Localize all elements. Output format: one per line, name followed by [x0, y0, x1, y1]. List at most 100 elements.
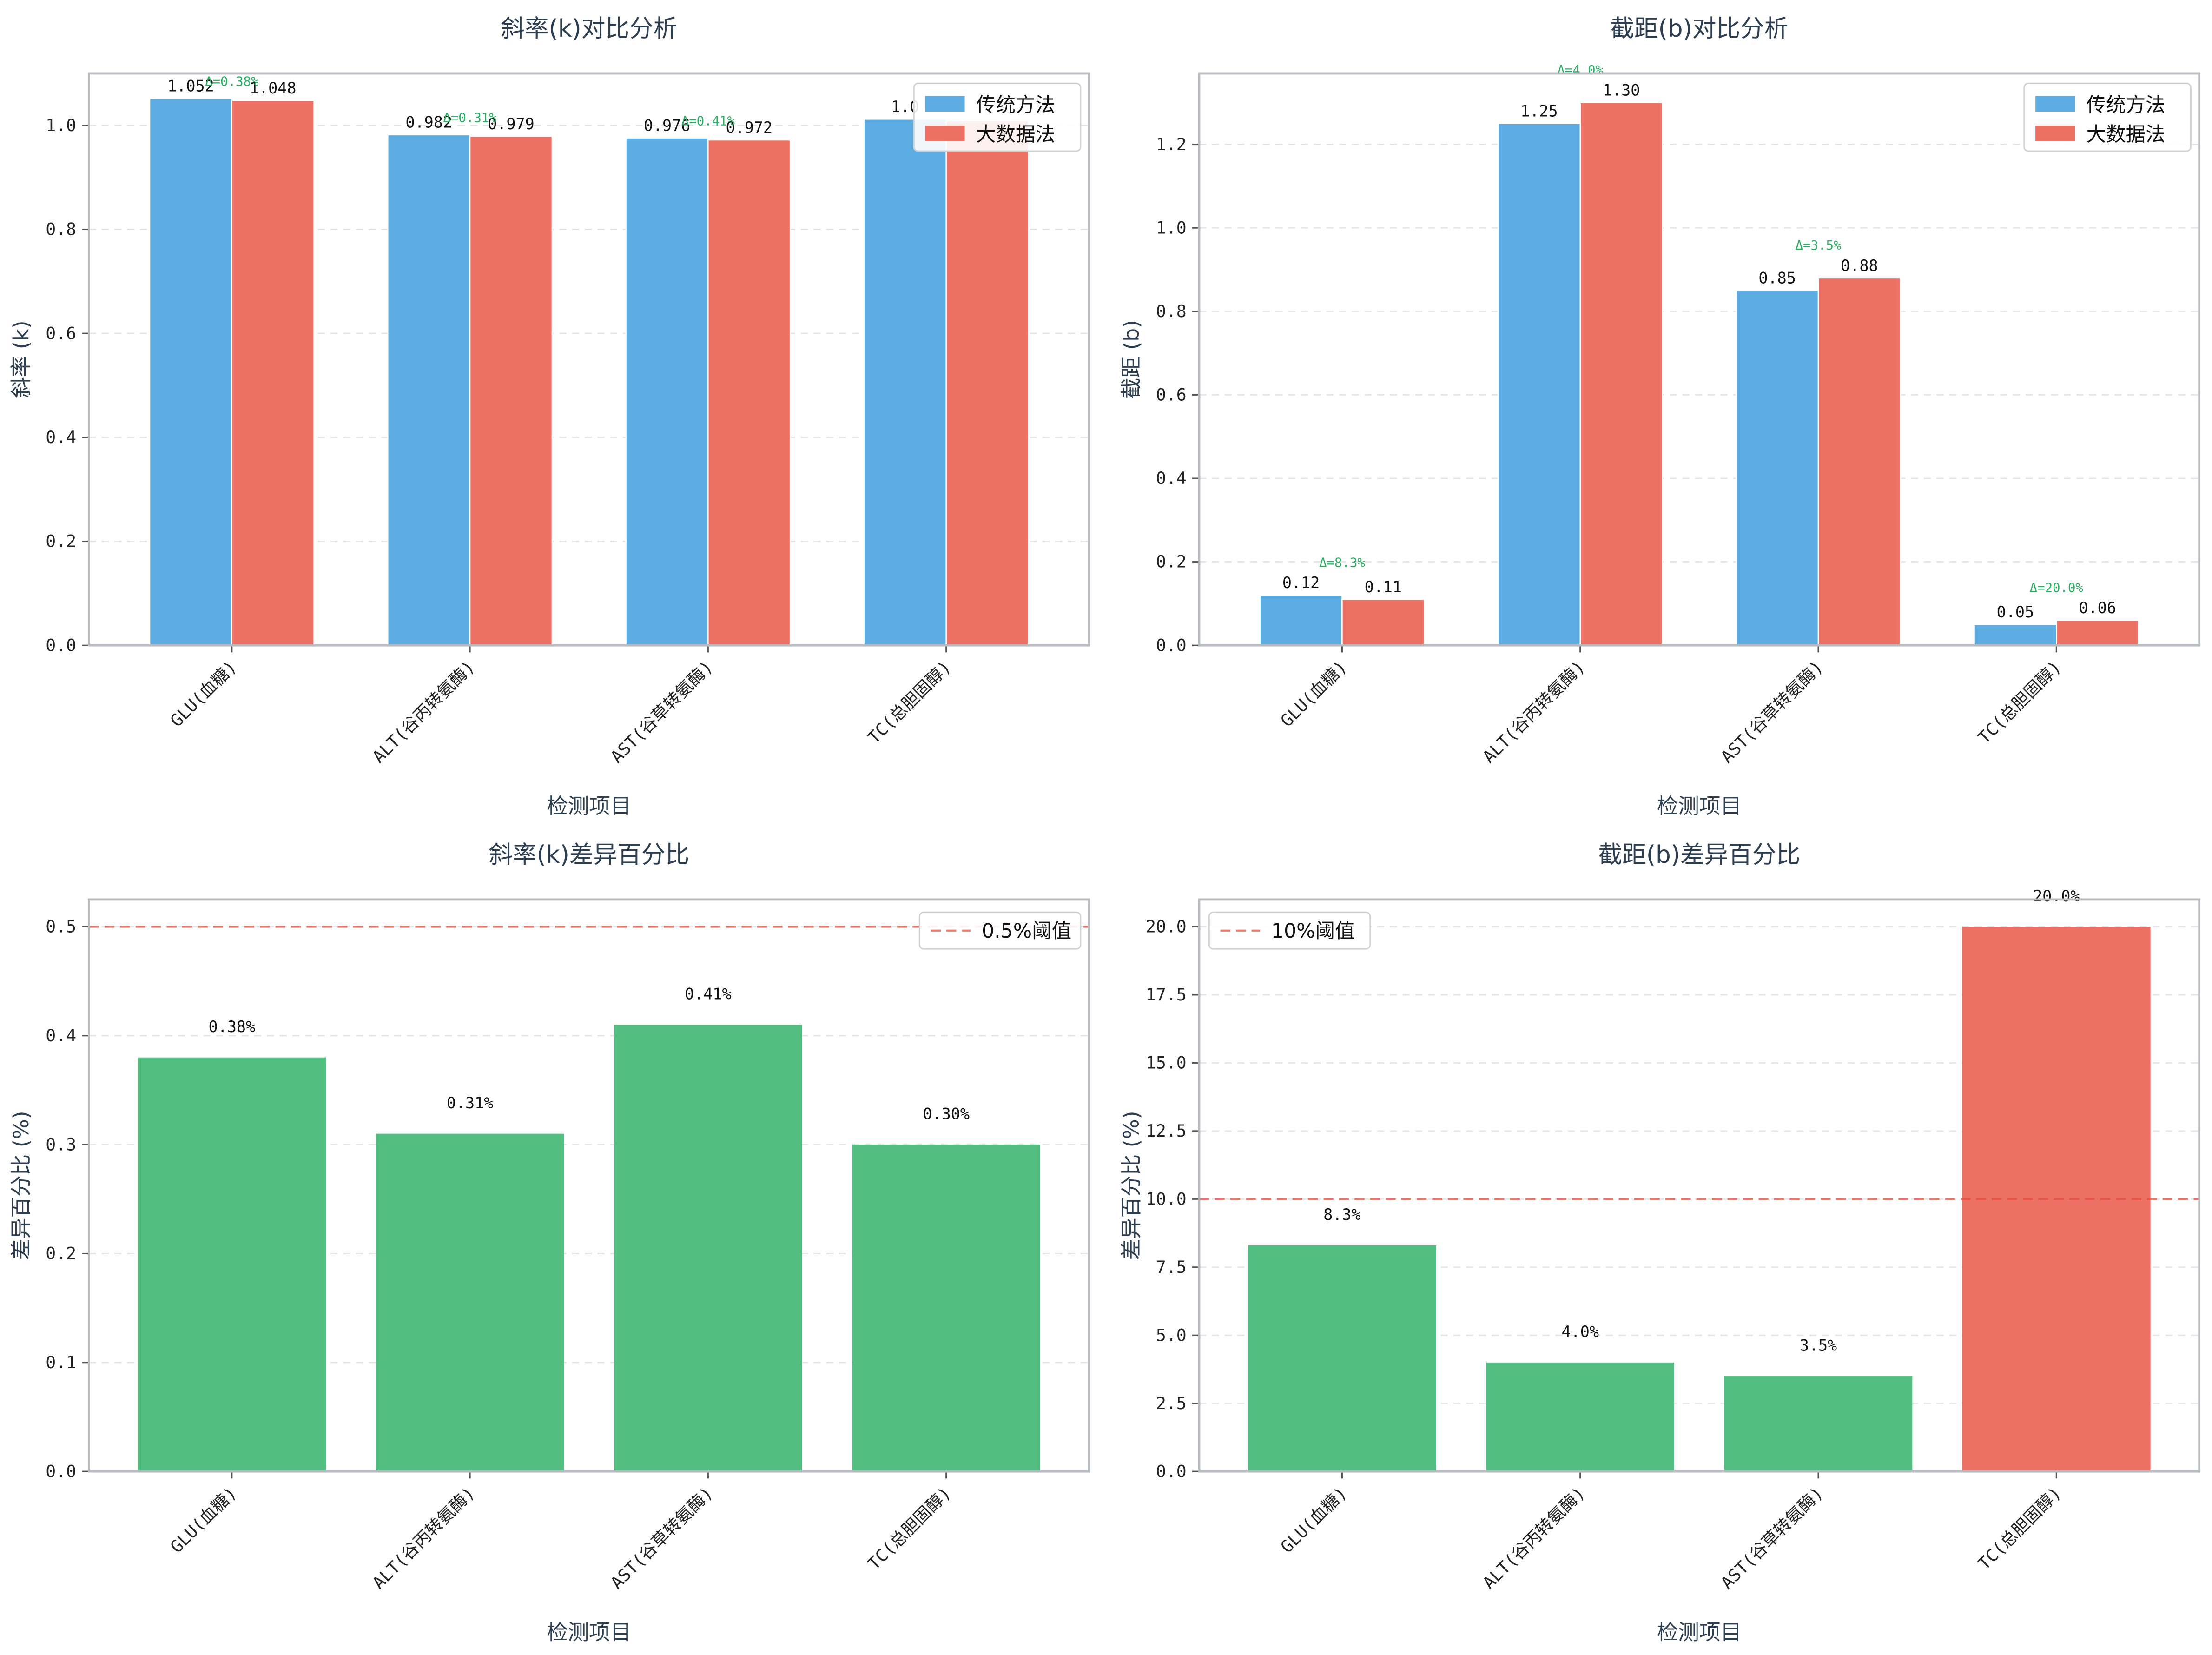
chart-title: 斜率(k)对比分析 [501, 15, 677, 43]
y-tick-label: 7.5 [1156, 1257, 1187, 1277]
x-tick-label: ALT(谷丙转氨酶) [369, 1483, 479, 1593]
legend-swatch-bigdata [2035, 126, 2075, 141]
delta-label: Δ=0.31% [443, 111, 497, 126]
y-tick-label: 2.5 [1156, 1393, 1187, 1413]
bar-traditional [863, 119, 947, 646]
x-tick-label: GLU(血糖) [1276, 1483, 1351, 1557]
y-tick-label: 1.2 [1156, 134, 1187, 154]
y-tick-label: 20.0 [1146, 917, 1187, 937]
bar-traditional [149, 98, 233, 646]
bar-value-label: 0.05 [1997, 603, 2034, 621]
bar-bigdata [2056, 620, 2139, 646]
y-axis-label: 差异百分比 (%) [9, 1111, 33, 1260]
delta-label: Δ=0.41% [681, 114, 735, 128]
legend: 0.5%阈值 [918, 911, 1082, 950]
bar-bigdata [707, 139, 791, 646]
y-tick-label: 10.0 [1146, 1189, 1187, 1209]
legend-swatch-traditional [925, 96, 965, 112]
bar-diff [138, 1057, 326, 1472]
plot-frame [88, 72, 1090, 647]
chart-title: 截距(b)对比分析 [1610, 15, 1788, 43]
legend-label: 传统方法 [2087, 94, 2166, 117]
y-tick-label: 0.6 [46, 323, 76, 343]
bar-bigdata [469, 136, 553, 646]
legend-box [1208, 911, 1371, 950]
bar-diff [1724, 1376, 1913, 1472]
legend-label: 传统方法 [976, 94, 1055, 117]
bar-value-label: 0.11 [1365, 578, 1402, 596]
x-tick-label: AST(谷草转氨酶) [607, 1483, 717, 1593]
bar-value-label: 0.88 [1841, 257, 1878, 275]
legend-label: 0.5%阈值 [982, 920, 1071, 943]
bar-bigdata [231, 99, 315, 646]
bar-value-label: 0.976 [644, 116, 691, 134]
plot-frame [1198, 72, 2201, 647]
bar-diff [1486, 1362, 1675, 1472]
bar-bigdata [1817, 277, 1901, 646]
y-tick-label: 0.8 [46, 219, 76, 239]
bar-value-label: 0.41% [685, 985, 732, 1003]
bar-value-label: 1.048 [250, 79, 297, 97]
bar-bigdata [1341, 599, 1425, 646]
y-tick-label: 0.0 [46, 635, 76, 655]
legend-label: 10%阈值 [1271, 920, 1355, 943]
legend: 10%阈值 [1208, 911, 1371, 950]
y-tick-label: 0.5 [46, 917, 76, 937]
y-tick-label: 5.0 [1156, 1325, 1187, 1345]
bar-value-label: 1.25 [1520, 102, 1558, 120]
x-tick-label: AST(谷草转氨酶) [607, 657, 717, 767]
y-axis-label: 斜率 (k) [9, 320, 33, 398]
bar-value-label: 1.30 [1603, 81, 1640, 99]
bar-diff [1248, 1245, 1436, 1472]
y-tick-label: 0.2 [46, 1244, 76, 1264]
y-tick-label: 0.4 [46, 427, 76, 447]
x-axis-label: 检测项目 [547, 794, 631, 819]
delta-label: Δ=4.0% [1557, 63, 1603, 78]
bar-traditional [1497, 123, 1581, 646]
x-tick-label: GLU(血糖) [166, 657, 241, 731]
y-tick-label: 0.0 [1156, 1461, 1187, 1481]
chart-title: 斜率(k)差异百分比 [489, 841, 689, 869]
x-axis-label: 检测项目 [1657, 794, 1742, 819]
chart-panel-slope-diff: 斜率(k)差异百分比 0.0 0.1 0.2 0.3 0.4 0.5 0.38% 0.31% 0.… [9, 841, 1090, 1645]
delta-label: Δ=3.5% [1796, 238, 1842, 253]
x-tick-label: ALT(谷丙转氨酶) [1479, 1483, 1589, 1593]
delta-label: Δ=20.0% [2030, 581, 2084, 596]
bar-value-label: 3.5% [1800, 1336, 1837, 1354]
bar-value-label: 0.982 [405, 113, 452, 132]
bar-value-label: 1.052 [167, 77, 214, 95]
chart-panel-intercept-diff: 截距(b)差异百分比 0.0 2.5 5.0 7.5 10.0 12.5 15.0 17.5 20… [1119, 841, 2201, 1645]
y-tick-label: 1.0 [1156, 218, 1187, 238]
y-tick-label: 0.2 [46, 531, 76, 551]
x-tick-label: ALT(谷丙转氨酶) [1479, 657, 1589, 767]
bar-value-label: 4.0% [1561, 1323, 1598, 1341]
y-tick-label: 15.0 [1146, 1053, 1187, 1073]
bar-traditional [387, 134, 471, 646]
y-tick-label: 12.5 [1146, 1121, 1187, 1141]
y-tick-label: 0.3 [46, 1134, 76, 1154]
delta-label: Δ=8.3% [1319, 556, 1365, 570]
bar-value-label: 0.972 [726, 119, 773, 137]
bar-traditional [1974, 624, 2057, 646]
x-tick-label: GLU(血糖) [1276, 657, 1351, 731]
bar-traditional [1736, 290, 1819, 646]
legend-label: 大数据法 [2087, 124, 2166, 146]
x-tick-label: TC(总胆固醇) [1974, 1483, 2065, 1574]
bar-value-label: 0.30% [923, 1105, 970, 1123]
y-tick-label: 0.4 [46, 1026, 76, 1046]
y-axis-label: 差异百分比 (%) [1119, 1111, 1143, 1260]
chart-panel-slope-compare: 斜率(k)对比分析 0.0 0.2 0.4 0.6 0.8 1.0 1.052 0.982 0.9… [9, 15, 1090, 819]
bar-value-label: 0.06 [2079, 599, 2116, 617]
y-tick-label: 0.0 [1156, 635, 1187, 655]
legend-swatch-traditional [2035, 96, 2075, 112]
y-axis-label: 截距 (b) [1119, 320, 1143, 399]
bar-diff [614, 1025, 802, 1472]
bar-value-label: 0.31% [447, 1094, 494, 1112]
bar-value-label: 0.38% [209, 1018, 256, 1036]
bar-value-label: 20.0% [2033, 887, 2080, 905]
y-tick-label: 0.8 [1156, 301, 1187, 321]
bar-value-label: 0.12 [1282, 574, 1320, 592]
